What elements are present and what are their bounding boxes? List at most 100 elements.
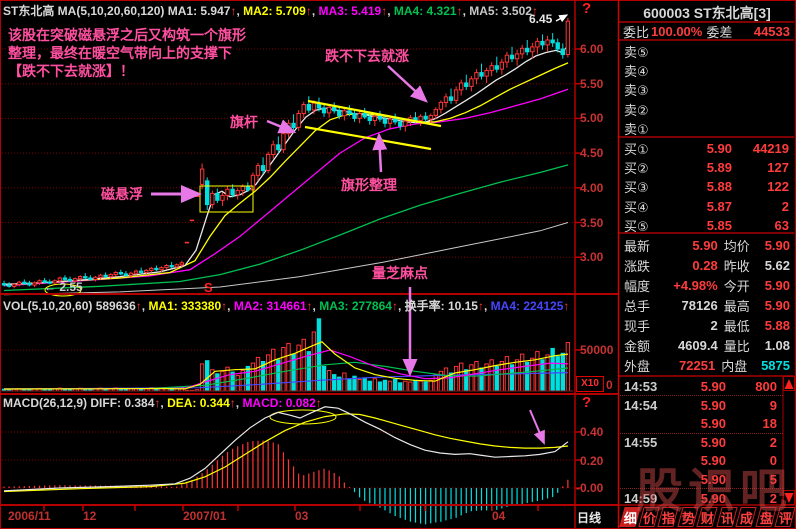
trade-row[interactable]: 5.90 18	[620, 414, 783, 434]
macd-indicator-header: MACD(26,12,9) DIFF: 0.384↑, DEA: 0.344↑,…	[3, 396, 322, 410]
price-axis-label: 3.50	[580, 215, 604, 230]
buy-level-row[interactable]: 买① 5.90 44219	[620, 139, 794, 158]
trade-row[interactable]: 5.90 0	[620, 452, 783, 470]
header-segment: ,	[397, 299, 405, 313]
quote-info-panel: 最新 5.90 均价 5.90 涨跌 0.28 昨收 5.62 幅度 +4.98% 今开 5.90 总手…	[620, 235, 794, 376]
header-segment: ↑	[391, 299, 398, 313]
trade-time: 14:53	[624, 378, 658, 394]
header-segment: MA4: 4.321	[393, 4, 457, 18]
header-segment: ↑	[315, 396, 322, 410]
trade-row[interactable]: 5.90 5	[620, 470, 783, 490]
weicha-value: 44533	[753, 24, 790, 39]
level-quantity: 63	[774, 217, 789, 233]
header-segment: ,	[312, 299, 320, 313]
header-segment: MA2: 314661	[233, 299, 307, 313]
header-segment: ST东北高 MA(5,10,20,60,120) MA1: 5.947	[3, 4, 231, 18]
volume-zero-label: 0	[606, 378, 613, 392]
date-axis-label: 2007/01	[183, 509, 227, 523]
info-label: 昨收	[723, 258, 750, 274]
info-value: 0.28	[692, 257, 718, 273]
level-label: 买④	[624, 199, 649, 215]
info-label: 今开	[723, 278, 750, 294]
weibi-label: 委比	[623, 25, 650, 40]
tick-trade-list: 14:53 5.90 800 14:54 5.90 9 5.90 18 14:55 5.90 2 5.…	[620, 377, 783, 507]
buy-level-row[interactable]: 买④ 5.87 2	[620, 197, 794, 216]
header-segment: ↑	[135, 299, 142, 313]
period-selector[interactable]: 日线	[577, 511, 602, 525]
trade-row[interactable]: 14:53 5.90 800	[620, 377, 783, 397]
trade-row[interactable]: 14:55 5.90 2	[620, 434, 783, 452]
trade-time: 14:55	[624, 435, 658, 451]
watermark: 股识吧	[636, 464, 792, 517]
info-value: 5.90	[692, 237, 718, 253]
level-label: 买③	[624, 180, 649, 196]
trade-price: 5.90	[700, 397, 726, 413]
date-axis: 2006/11 12 2007/01 03 04	[0, 506, 618, 529]
header-segment: ↑	[381, 4, 388, 18]
info-value: 5875	[761, 358, 790, 374]
level-label: 卖④	[624, 64, 649, 80]
help-icon[interactable]: ?	[582, 0, 592, 17]
info-value: +4.98%	[673, 277, 718, 293]
header-segment: ↑	[531, 4, 538, 18]
buy-level-row[interactable]: 买② 5.89 127	[620, 158, 794, 177]
level-price: 5.87	[706, 198, 732, 214]
trade-quantity: 800	[755, 378, 777, 394]
sell-level-row[interactable]: 卖②	[620, 100, 794, 119]
info-value: 5.90	[764, 237, 790, 253]
buy-order-book: 买① 5.90 44219 买② 5.89 127 买③ 5.88 122 买④ 5.87 2 买⑤ 5.…	[620, 139, 794, 235]
macd-axis-label: -0.00	[576, 481, 604, 495]
info-label: 最高	[723, 298, 750, 314]
macd-axis-label: 0.20	[580, 454, 604, 468]
quote-info-row: 现手 2 最低 5.88	[620, 315, 794, 335]
header-segment: ,	[462, 4, 470, 18]
trade-row[interactable]: 14:59 5.90 2	[620, 489, 783, 507]
header-segment: VOL(5,10,20,60) 589636	[3, 299, 136, 313]
buy-level-row[interactable]: 买③ 5.88 122	[620, 177, 794, 196]
level-label: 卖②	[624, 102, 649, 118]
sell-level-row[interactable]: 卖④	[620, 61, 794, 80]
date-axis-label: 2006/11	[8, 509, 51, 523]
quote-info-row: 外盘 72251 内盘 5875	[620, 356, 794, 376]
header-segment: MACD: 0.082	[242, 396, 316, 410]
quote-info-row: 总手 78126 最高 5.90	[620, 295, 794, 315]
info-label: 外盘	[624, 359, 651, 375]
sell-level-row[interactable]: 卖①	[620, 119, 794, 138]
level-quantity: 122	[767, 179, 789, 195]
price-axis-label: 6.00	[580, 42, 604, 56]
level-quantity: 127	[767, 160, 789, 176]
stock-title: 600003 ST东北高[3]	[643, 5, 771, 21]
analyst-note-line: 该股在突破磁悬浮之后又构筑一个旗形	[8, 27, 246, 43]
help-icon[interactable]: ?	[582, 394, 592, 411]
header-segment: MA3: 5.419	[318, 4, 382, 18]
trade-row[interactable]: 14:54 5.90 9	[620, 396, 783, 414]
macd-axis-label: 0.40	[580, 425, 604, 439]
header-segment: ↑	[456, 4, 463, 18]
scroll-down-icon[interactable]	[784, 493, 794, 503]
info-label: 最新	[624, 238, 651, 254]
level-price: 5.88	[706, 179, 732, 195]
level-label: 买①	[624, 142, 649, 158]
header-segment: MA1: 333380	[148, 299, 222, 313]
buy-level-row[interactable]: 买⑤ 5.85 63	[620, 216, 794, 235]
header-segment: ,	[160, 396, 168, 410]
sell-level-row[interactable]: 卖③	[620, 80, 794, 99]
level-label: 买⑤	[624, 218, 649, 234]
header-segment: MA2: 5.709	[243, 4, 306, 18]
info-label: 内盘	[721, 359, 748, 375]
annotation-flag-consolidation: 旗形整理	[341, 177, 397, 193]
analyst-note-line: 【跌不下去就涨】！	[8, 63, 134, 79]
price-axis-label: 5.50	[580, 76, 604, 91]
header-segment: ↑	[305, 4, 312, 18]
annotation-maglev: 磁悬浮	[101, 186, 143, 202]
info-label: 幅度	[624, 278, 651, 294]
price-axis-label: 5.00	[580, 111, 604, 126]
info-value: 72251	[679, 358, 716, 374]
level-quantity: 2	[781, 198, 789, 214]
date-axis-label: 04	[492, 509, 506, 523]
trade-price: 5.90	[700, 490, 726, 506]
sell-level-row[interactable]: 卖⑤	[620, 42, 794, 61]
trade-price: 5.90	[700, 415, 726, 431]
